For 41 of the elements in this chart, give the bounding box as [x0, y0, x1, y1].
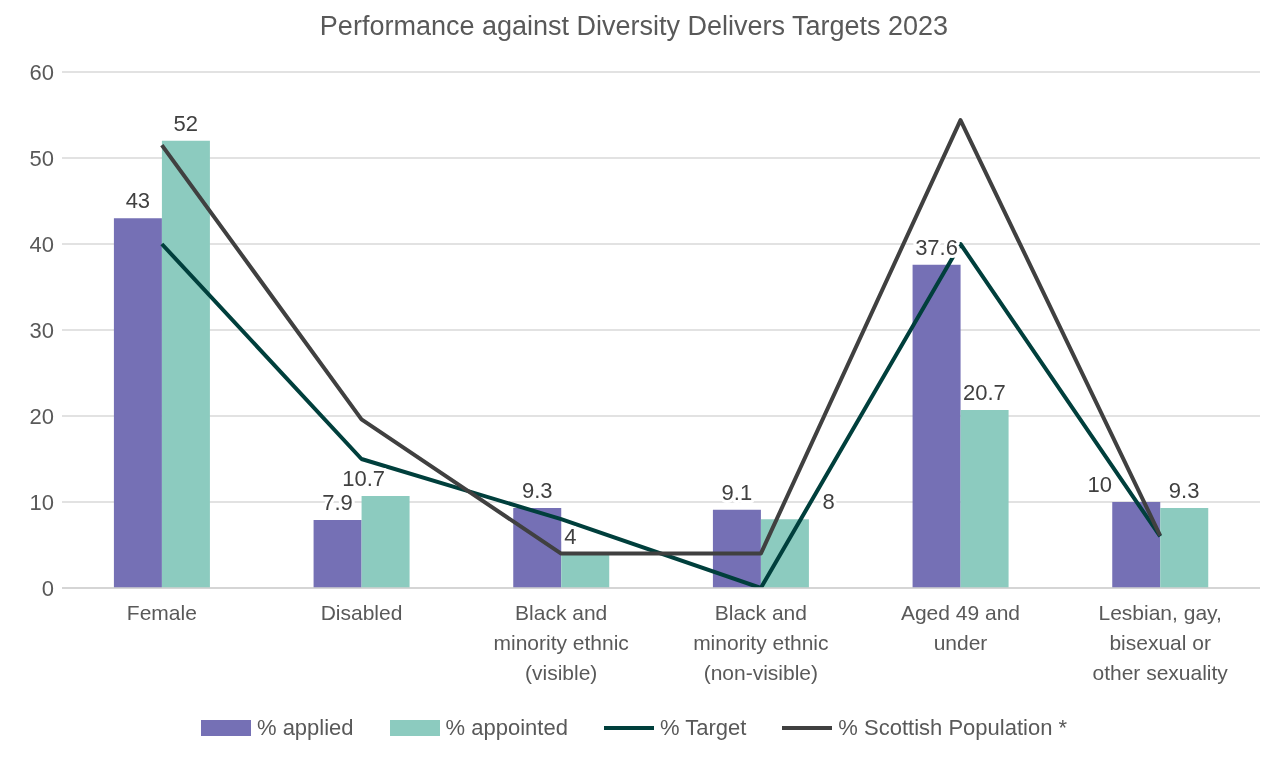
- bar: [113, 218, 162, 588]
- bar: [561, 553, 610, 588]
- bar: [161, 140, 210, 588]
- data-label: 9.3: [1168, 478, 1200, 504]
- bar: [912, 264, 961, 588]
- line-series: [159, 242, 1163, 588]
- legend-label: % appointed: [445, 715, 568, 741]
- data-label: 37.6: [915, 234, 958, 260]
- x-tick-label: Aged 49 and under: [900, 601, 1021, 654]
- data-label: 7.9: [322, 490, 353, 516]
- y-tick-label: 40: [29, 231, 54, 257]
- bar: [313, 520, 362, 588]
- bar: [1160, 508, 1209, 588]
- legend-label: % Scottish Population *: [838, 715, 1068, 741]
- data-label: 9.1: [721, 479, 753, 505]
- data-label: 43: [125, 188, 151, 214]
- data-label: 8: [822, 489, 835, 515]
- data-label: 4: [564, 523, 577, 549]
- chart-title: Performance against Diversity Delivers Targets 2023: [318, 10, 950, 43]
- x-tick-label: Lesbian, gay, bisexual or other sexuality: [1092, 601, 1229, 684]
- x-tick-label: Black and minority ethnic (visible): [493, 601, 629, 684]
- x-tick-label: Female: [126, 601, 197, 624]
- legend-label: % applied: [256, 715, 354, 741]
- legend-label: % Target: [659, 715, 747, 741]
- y-tick-label: 10: [29, 489, 54, 515]
- bar: [1112, 502, 1161, 588]
- bar: [960, 409, 1009, 588]
- y-tick-label: 0: [41, 575, 54, 601]
- data-label: 10: [1087, 472, 1112, 497]
- data-label: 52: [173, 110, 199, 136]
- x-tick-label: Black and minority ethnic (non-visible): [693, 601, 829, 684]
- x-tick-label: Disabled: [320, 601, 403, 624]
- bar: [361, 495, 410, 588]
- y-tick-label: 60: [29, 59, 54, 85]
- data-label: 20.7: [963, 379, 1006, 405]
- data-label: 9.3: [521, 478, 553, 504]
- y-tick-label: 20: [29, 403, 54, 429]
- y-tick-label: 30: [29, 317, 54, 343]
- data-label: 10.7: [342, 465, 386, 491]
- y-tick-label: 50: [29, 145, 54, 171]
- line-series: [159, 118, 1163, 556]
